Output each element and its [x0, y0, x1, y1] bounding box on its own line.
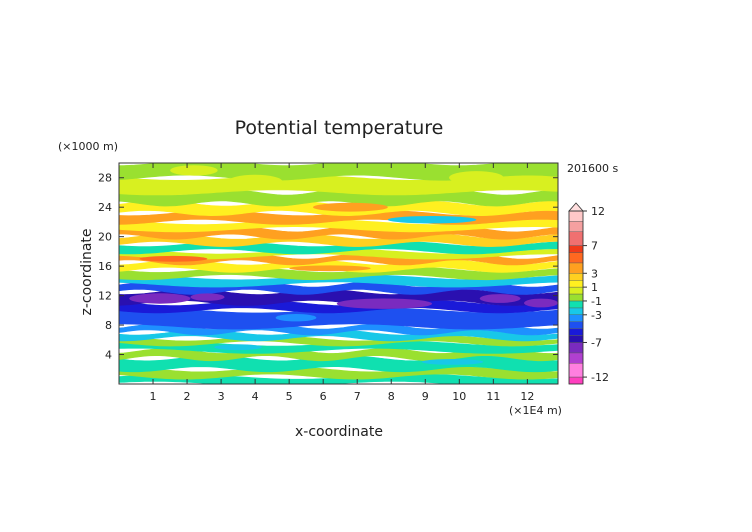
field-anomalies [129, 165, 558, 365]
colorbar-tick-label: 7 [591, 240, 598, 253]
field-patch [214, 344, 262, 351]
colorbar-swatch [568, 231, 584, 246]
x-tick-label: 10 [452, 390, 466, 403]
y-axis: 4 8 12 16 20 24 28 [98, 172, 558, 362]
colorbar-swatch [568, 245, 584, 253]
x-tick-label: 6 [320, 390, 327, 403]
x-tick-label: 8 [388, 390, 395, 403]
colorbar-tick-label: 3 [591, 267, 598, 280]
y-tick-label: 24 [98, 201, 112, 214]
colorbar-swatch [568, 335, 584, 343]
colorbar-tick-label: -3 [591, 309, 602, 322]
field-band [119, 274, 558, 288]
x-tick-label: 5 [286, 390, 293, 403]
y-tick-label: 28 [98, 172, 112, 185]
colorbar: -12 -7 -3-113 7 12 [568, 202, 609, 385]
y-tick-label: 20 [98, 231, 112, 244]
temperature-field [119, 163, 558, 384]
colorbar-swatch [568, 262, 584, 274]
colorbar-swatch [568, 328, 584, 336]
field-band [119, 288, 558, 306]
field-patch [190, 293, 225, 301]
y-tick-label: 12 [98, 290, 112, 303]
colorbar-tick-label: -7 [591, 336, 602, 349]
colorbar-swatch [568, 321, 584, 329]
colorbar-tick-label: -12 [591, 371, 609, 384]
y-tick-label: 8 [105, 319, 112, 332]
field-patch [129, 293, 191, 304]
colorbar-tick-label: 1 [591, 281, 598, 294]
field-band [119, 366, 558, 380]
x-tick-label: 9 [422, 390, 429, 403]
colorbar-tick-label: -1 [591, 295, 602, 308]
field-patch [275, 314, 317, 322]
y-unit-label: (×1000 m) [58, 140, 118, 153]
colorbar-swatch [568, 342, 584, 354]
colorbar-swatch [568, 273, 584, 281]
field-patch [289, 265, 371, 272]
colorbar-swatch [568, 286, 584, 295]
x-axis-label: x-coordinate [295, 424, 383, 440]
x-tick-label: 1 [150, 390, 157, 403]
x-tick-label: 7 [354, 390, 361, 403]
x-tick-label: 4 [252, 390, 259, 403]
x-unit-label: (×1E4 m) [509, 404, 562, 417]
field-patch [313, 202, 388, 212]
x-tick-label: 11 [486, 390, 500, 403]
field-patch [170, 165, 218, 176]
field-patch [421, 359, 484, 365]
x-tick-label: 2 [184, 390, 191, 403]
colorbar-swatch [568, 376, 584, 385]
colorbar-swatch [568, 307, 584, 315]
field-patch [336, 298, 432, 309]
colorbar-swatch [568, 363, 584, 378]
field-patch [449, 171, 504, 185]
colorbar-swatch [568, 314, 584, 322]
x-axis: 1 2 3 4 5 6 7 8 9 10 11 12 [150, 163, 534, 403]
field-patch [387, 216, 477, 224]
y-tick-label: 4 [105, 349, 112, 362]
plot-frame [118, 162, 559, 385]
colorbar-swatch [568, 300, 584, 309]
y-axis-label: z-coordinate [79, 228, 95, 315]
y-tick-label: 16 [98, 260, 112, 273]
field-patch [479, 294, 521, 303]
colorbar-tick-label: 12 [591, 205, 605, 218]
colorbar-swatch [568, 352, 584, 364]
field-band [119, 340, 558, 354]
colorbar-frame [568, 210, 584, 385]
colorbar-swatch [568, 252, 584, 264]
colorbar-swatch [568, 221, 584, 232]
chart-title: Potential temperature [235, 117, 444, 139]
x-tick-label: 3 [218, 390, 225, 403]
colorbar-extend-arrow [568, 202, 584, 212]
field-patch [524, 298, 558, 308]
field-patch [343, 179, 405, 192]
time-label: 201600 s [567, 162, 618, 175]
field-patch [139, 255, 208, 262]
colorbar-swatch [568, 280, 584, 288]
colorbar-swatch [568, 293, 584, 302]
field-band [119, 307, 558, 330]
field-patch [227, 174, 283, 188]
x-tick-label: 12 [520, 390, 534, 403]
field-band [119, 189, 558, 207]
colorbar-swatch [568, 210, 584, 222]
